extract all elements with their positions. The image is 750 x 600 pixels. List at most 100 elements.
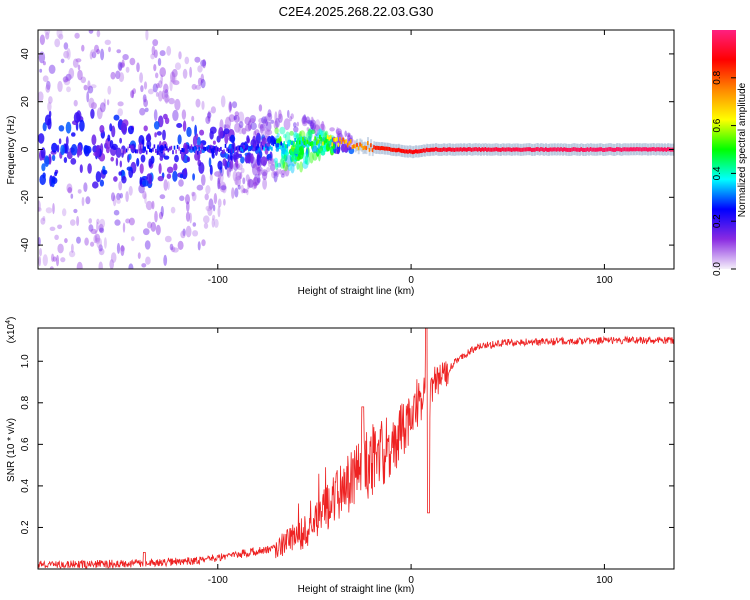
- spectrogram-noise-blob: [335, 128, 342, 135]
- spectrogram-noise-blob: [125, 191, 129, 203]
- spectrogram-noise-blob: [159, 194, 166, 200]
- spectrogram-noise-blob: [209, 164, 213, 176]
- spectrogram-carrier-core: [566, 147, 569, 152]
- spectrogram-carrier-core: [247, 147, 250, 152]
- snr-x-ticks: -100 0 100: [208, 328, 613, 586]
- spectrogram-noise-blob: [48, 64, 56, 75]
- spectrogram-noise-blob: [91, 51, 97, 59]
- spectrogram-carrier-core: [411, 150, 414, 155]
- spectrogram-noise-blob: [242, 188, 246, 193]
- spectrogram-noise-blob: [63, 50, 70, 59]
- spectrogram-noise-blob: [172, 80, 180, 86]
- spectrogram-carrier-core: [377, 146, 380, 150]
- spectrogram-noise-blob: [207, 206, 213, 217]
- spectrogram-noise-blob: [63, 42, 69, 50]
- spectrogram-carrier-core: [390, 147, 392, 152]
- spectrogram-noise-blob: [244, 116, 251, 125]
- spectrogram-noise-blob: [182, 120, 187, 132]
- spectrogram-noise-blob: [219, 181, 227, 193]
- spectrogram-noise-blob: [45, 84, 51, 93]
- spectrogram-noise-blob: [75, 58, 82, 63]
- spectrogram-noise-blob: [283, 133, 287, 139]
- spectrogram-carrier-core: [518, 147, 521, 152]
- spectrogram-noise-blob: [65, 73, 72, 81]
- spectrogram-noise-blob: [301, 116, 308, 125]
- spectrogram-noise-blob: [237, 124, 244, 135]
- spectrogram-noise-blob: [73, 99, 78, 107]
- spectrogram-carrier-core: [432, 147, 434, 152]
- snr-scale-base: (x10: [6, 323, 17, 343]
- spectrogram-noise-blob: [246, 187, 249, 196]
- spectrogram-noise-blob: [252, 176, 259, 187]
- spectrogram-carrier-core: [637, 147, 640, 152]
- spectrogram-noise-blob: [283, 118, 291, 131]
- spectrogram-carrier-core: [357, 146, 360, 151]
- spectrogram-noise-blob: [310, 119, 317, 131]
- spectrogram-carrier-core: [433, 147, 436, 152]
- spectrogram-noise-blob: [257, 168, 262, 176]
- spectrogram-carrier-core: [215, 147, 218, 152]
- spectrogram-noise-blob: [260, 156, 268, 167]
- spectrogram-carrier-core: [303, 141, 306, 145]
- spectrogram-carrier-core: [427, 148, 429, 153]
- spectrogram-carrier-core: [617, 147, 620, 152]
- spectrogram-carrier-core: [172, 150, 174, 155]
- spectrogram-carrier-core: [430, 147, 432, 152]
- spectrogram-noise-blob: [302, 152, 309, 165]
- spectrogram-noise-blob: [89, 51, 93, 60]
- spectrogram-carrier-core: [320, 137, 323, 141]
- spectrogram-carrier-core: [558, 147, 561, 152]
- spectrogram-carrier-core: [190, 144, 193, 149]
- spectrogram-noise-blob: [220, 95, 226, 108]
- spectrogram-noise-blob: [67, 187, 73, 194]
- spectrogram-carrier-core: [648, 147, 651, 152]
- spectrogram-carrier-core: [217, 147, 219, 152]
- spectrogram-noise-blob: [177, 134, 182, 145]
- spectrogram-noise-blob: [248, 177, 251, 186]
- spectrogram-noise-blob: [223, 198, 226, 206]
- spectrogram-noise-blob: [278, 113, 283, 123]
- spectrogram-carrier-core: [659, 147, 661, 152]
- spectrogram-carrier-core: [473, 147, 476, 152]
- spectrogram-carrier-core: [534, 147, 536, 152]
- spectrogram-noise-blob: [296, 162, 300, 170]
- spectrogram-carrier-core: [623, 147, 626, 152]
- spectrogram-carrier-core: [415, 149, 417, 154]
- spectrogram-carrier-core: [538, 147, 541, 152]
- spectrogram-noise-blob: [90, 102, 97, 110]
- spectrogram-noise-blob: [248, 178, 254, 188]
- snr-scale-close: ): [6, 317, 17, 320]
- spectrogram-carrier-core: [396, 148, 398, 153]
- spectrogram-noise-blob: [158, 211, 164, 220]
- spectrogram-noise-blob: [120, 244, 125, 257]
- spectrogram-noise-blob: [166, 166, 174, 174]
- spectrogram-carrier-core: [204, 147, 207, 151]
- spectrogram-noise-blob: [177, 240, 184, 250]
- spectrogram-noise-blob: [172, 247, 179, 253]
- spectrogram-noise-blob: [91, 134, 97, 146]
- spectrogram-noise-blob: [103, 98, 107, 107]
- spectrogram-carrier-core: [212, 147, 214, 152]
- spectrogram-noise-blob: [145, 200, 153, 211]
- spectrogram-carrier-core: [380, 146, 383, 150]
- spectrogram-carrier-core: [153, 144, 156, 149]
- spectrogram-noise-blob: [233, 114, 240, 123]
- spectrogram-noise-blob: [274, 111, 278, 123]
- spectrogram-carrier-core: [599, 147, 601, 152]
- spectrogram-carrier-core: [121, 148, 123, 153]
- spectrogram-carrier-core: [240, 147, 242, 152]
- spectrogram-noise-blob: [111, 125, 116, 138]
- spectrogram-noise-blob: [186, 156, 191, 163]
- spectrogram-carrier-core: [424, 148, 426, 153]
- spectrogram-noise-blob: [151, 45, 156, 56]
- spectrogram-noise-blob: [183, 167, 188, 175]
- spectrogram-noise-blob: [159, 50, 166, 57]
- spectrogram-noise-blob: [290, 113, 294, 120]
- spectrogram-noise-blob: [144, 193, 147, 204]
- spectrogram-noise-blob: [60, 58, 65, 64]
- spectrogram-carrier-core: [578, 148, 581, 152]
- spectrogram-noise-blob: [321, 120, 325, 131]
- spectrogram-carrier-core: [359, 142, 361, 147]
- spectrogram-noise-blob: [197, 65, 203, 73]
- spectrogram-carrier-core: [404, 149, 406, 154]
